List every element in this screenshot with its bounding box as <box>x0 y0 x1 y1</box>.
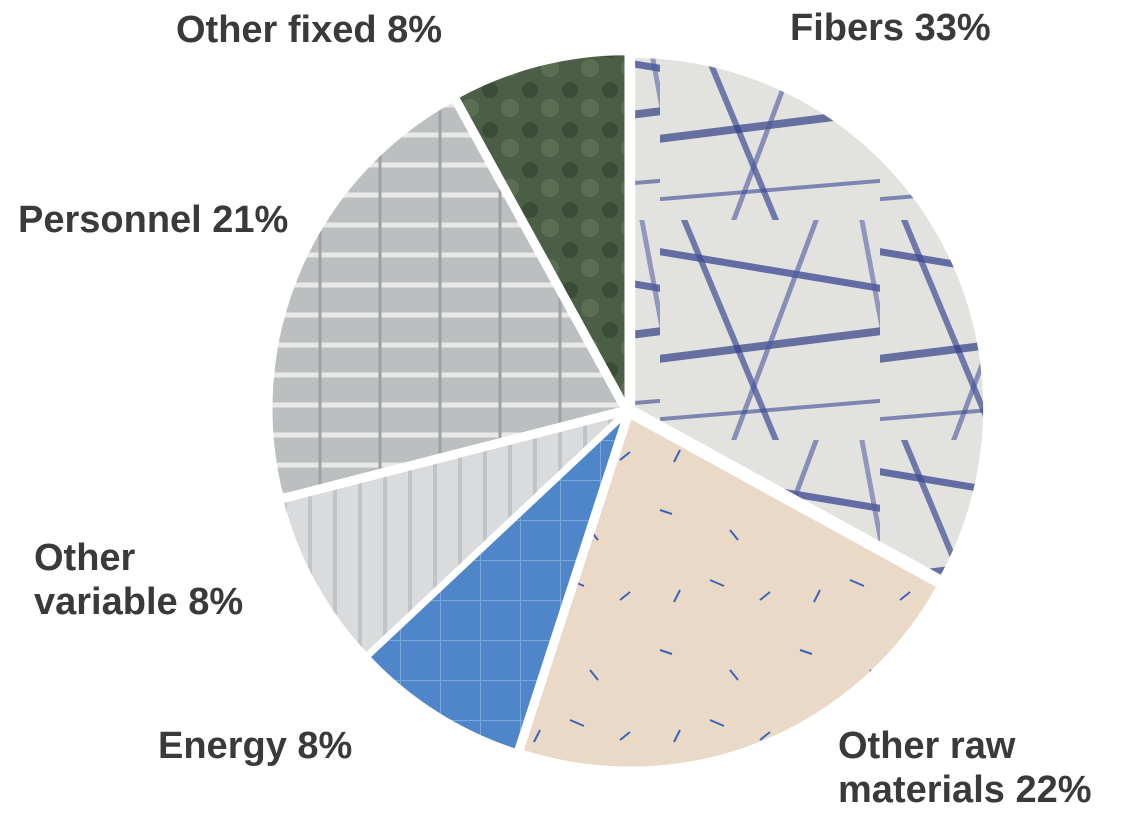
pie-slice-microscope-fibers <box>631 53 988 581</box>
slice-label: Other raw materials 22% <box>838 724 1092 812</box>
slice-label: Personnel 21% <box>18 198 288 242</box>
pie-slice-blue-fiber-tuft <box>518 413 942 771</box>
pie-slice-laboratory <box>279 411 625 658</box>
slice-label-line: Personnel 21% <box>18 199 289 241</box>
slice-label-line: variable 8% <box>34 581 244 623</box>
slice-label-line: Energy 8% <box>158 725 353 767</box>
slice-label: Other fixed 8% <box>176 8 442 52</box>
pie-slice-town-aerial <box>454 51 629 407</box>
slice-label-line: Other fixed 8% <box>176 9 443 51</box>
pie-slice-solar-panel <box>365 414 627 754</box>
slice-label-line: materials 22% <box>838 769 1092 811</box>
slice-label: Fibers 33% <box>790 6 991 50</box>
slice-label-line: Other raw <box>838 725 1016 767</box>
pie-slice-factory-workers <box>268 97 626 499</box>
slice-label-line: Fibers 33% <box>790 7 991 49</box>
slice-label: Energy 8% <box>158 724 352 768</box>
slice-label-line: Other <box>34 537 136 579</box>
slice-label: Other variable 8% <box>34 536 243 624</box>
